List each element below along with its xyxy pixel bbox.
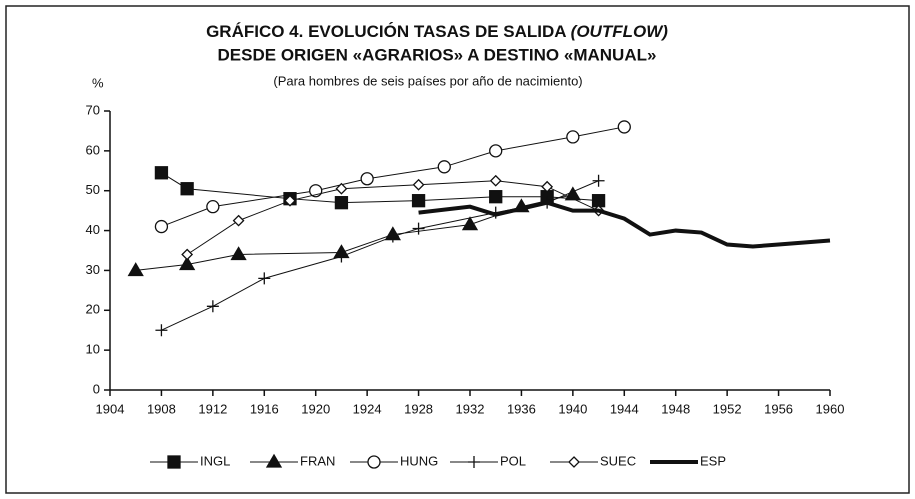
marker (334, 196, 349, 210)
marker (206, 200, 220, 214)
marker (617, 120, 631, 134)
legend-label: ESP (700, 453, 726, 468)
x-tick-label: 1936 (507, 401, 536, 416)
marker (127, 262, 144, 277)
marker (412, 178, 425, 191)
marker (461, 216, 479, 231)
marker (155, 324, 168, 337)
marker (566, 130, 580, 144)
x-tick-label: 1956 (764, 401, 793, 416)
y-tick-label: 0 (93, 381, 100, 396)
x-tick-label: 1932 (456, 401, 485, 416)
x-tick-label: 1960 (816, 401, 845, 416)
x-tick-label: 1912 (198, 401, 227, 416)
series-line (418, 200, 831, 249)
x-tick-label: 1948 (661, 401, 690, 416)
y-label: % (92, 75, 104, 90)
subtitle: (Para hombres de seis países por año de … (273, 73, 582, 88)
marker (284, 194, 296, 207)
y-tick-label: 60 (86, 142, 100, 157)
legend-label: INGL (200, 453, 230, 468)
title-italic: (OUTFLOW) (571, 22, 669, 41)
legend-marker (167, 455, 181, 469)
legend-label: FRAN (300, 453, 335, 468)
series-line (161, 180, 599, 331)
x-tick-label: 1928 (404, 401, 433, 416)
legend-marker (265, 453, 283, 468)
marker (411, 194, 426, 208)
y-tick-label: 70 (86, 102, 100, 117)
legend-marker (468, 456, 480, 468)
marker (230, 246, 247, 261)
x-tick-label: 1916 (250, 401, 279, 416)
frame (5, 5, 910, 494)
y-tick-label: 50 (86, 182, 100, 197)
chart-title-line2: DESDE ORIGEN «AGRARIOS» A DESTINO «MANUA… (218, 45, 657, 64)
marker (181, 248, 194, 261)
marker (335, 182, 348, 195)
marker (489, 144, 503, 158)
legend-label: SUEC (600, 453, 636, 468)
x-tick-label: 1940 (558, 401, 587, 416)
marker (360, 172, 374, 186)
chart-title: GRÁFICO 4. EVOLUCIÓN TASAS DE SALIDA (OU… (206, 22, 668, 41)
x-tick-label: 1908 (147, 401, 176, 416)
series-line (161, 126, 625, 228)
title-text: GRÁFICO 4. EVOLUCIÓN TASAS DE SALIDA (206, 22, 566, 41)
marker (412, 222, 425, 235)
marker (592, 174, 605, 187)
marker (386, 230, 399, 243)
x-tick-label: 1920 (301, 401, 330, 416)
marker (437, 160, 451, 174)
marker (179, 256, 196, 271)
y-tick-label: 30 (86, 262, 100, 277)
marker (154, 219, 169, 234)
legend-marker (568, 456, 580, 468)
x-tick-label: 1944 (610, 401, 639, 416)
marker (489, 174, 502, 187)
marker (154, 166, 169, 180)
legend-label: POL (500, 453, 526, 468)
x-tick-label: 1904 (96, 401, 125, 416)
marker (206, 300, 219, 313)
marker (258, 272, 271, 285)
legend-marker (367, 455, 381, 469)
series-line (161, 172, 599, 204)
series-line (186, 180, 599, 255)
y-tick-label: 20 (86, 302, 100, 317)
y-tick-label: 40 (86, 222, 100, 237)
legend-label: HUNG (400, 453, 438, 468)
x-tick-label: 1924 (353, 401, 382, 416)
marker (489, 190, 503, 204)
series-line (135, 194, 573, 271)
marker (232, 214, 245, 227)
marker (335, 250, 348, 263)
x-tick-label: 1952 (713, 401, 742, 416)
y-tick-label: 10 (86, 342, 100, 357)
marker (180, 182, 194, 196)
marker (541, 180, 554, 193)
